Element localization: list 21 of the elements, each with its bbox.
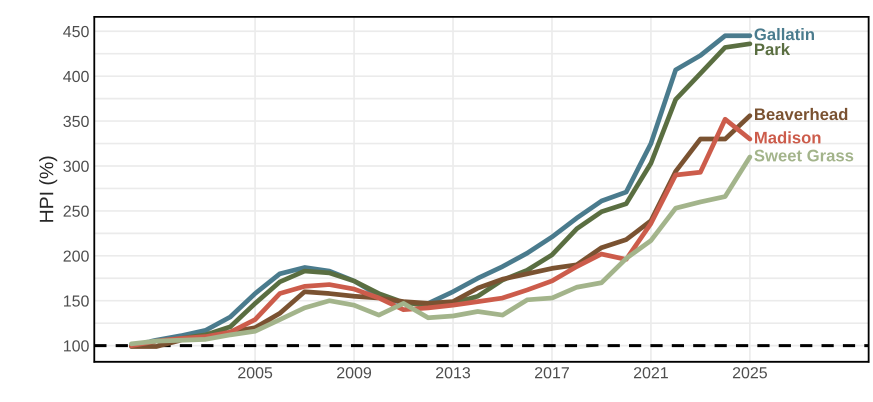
series-label: Park [755, 42, 790, 56]
x-tick-label: 2013 [436, 367, 470, 378]
y-tick-label: 300 [63, 160, 89, 172]
x-tick-label: 2017 [535, 367, 569, 378]
x-tick-label: 2009 [337, 367, 372, 378]
y-tick-label: 100 [64, 340, 89, 352]
x-tick-label: 2005 [238, 367, 272, 378]
y-tick-label: 450 [63, 26, 89, 38]
y-tick-label: 400 [63, 70, 89, 82]
line-series [129, 154, 752, 346]
series-label: Sweet Grass [754, 150, 854, 162]
y-tick-label: 250 [64, 206, 89, 217]
x-tick-label: 2025 [732, 367, 767, 378]
y-axis-title: HPI (%) [39, 156, 58, 222]
series-label: Beaverhead [755, 108, 848, 120]
series-label: Gallatin [754, 28, 814, 40]
series-label: Madison [755, 131, 820, 144]
x-tick-label: 2021 [634, 367, 668, 378]
y-tick-label: 200 [64, 250, 89, 262]
y-tick-label: 150 [64, 295, 89, 307]
y-tick-label: 350 [63, 116, 89, 128]
